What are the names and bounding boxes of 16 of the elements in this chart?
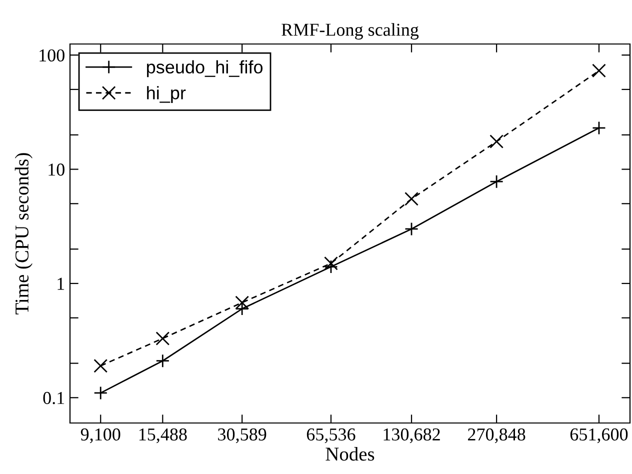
chart-title: RMF-Long scaling [282,23,419,40]
y-tick-label: 100 [40,49,64,62]
legend-label: hi_pr [147,86,186,103]
y-tick-label: 10 [48,164,64,176]
x-tick-label: 30,589 [218,428,266,444]
legend-label: pseudo_hi_fifo [147,60,263,78]
y-axis-title: Time (CPU seconds) [14,153,32,314]
x-tick-label: 130,682 [384,428,440,444]
y-tick-label: 1 [58,278,64,290]
x-tick-label: 65,536 [306,428,356,444]
x-tick-label: 270,848 [468,428,526,444]
y-tick-label: 0.1 [43,392,64,404]
x-tick-label: 9,100 [80,428,120,444]
x-tick-label: 651,600 [570,428,628,444]
x-tick-label: 15,488 [139,428,187,444]
x-axis-title: Nodes [326,447,374,461]
